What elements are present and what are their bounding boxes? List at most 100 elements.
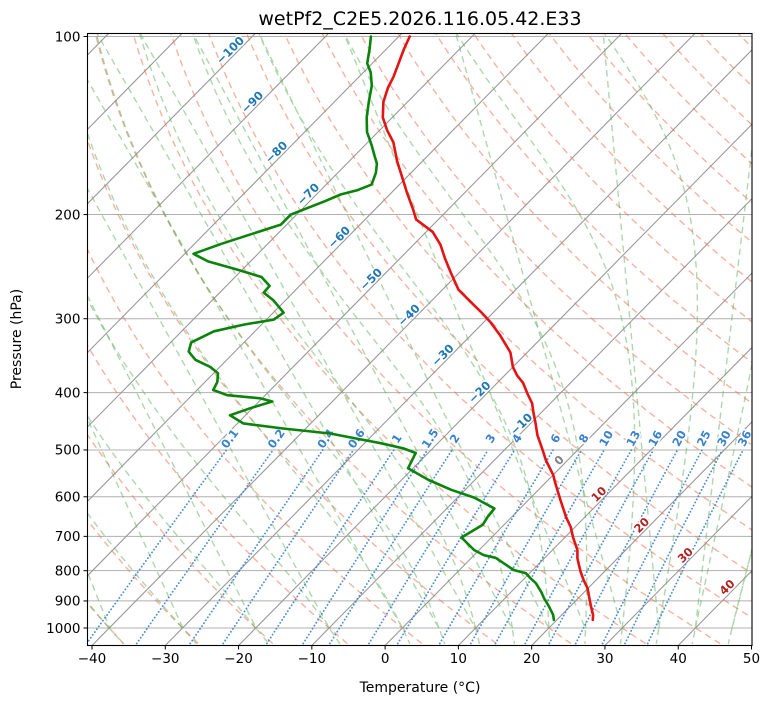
- dry-adiabat-line: [771, 29, 775, 644]
- plot-content: −100−90−80−70−60−50−40−30−20−10010203040…: [87, 29, 775, 646]
- x-tick-label: −30: [151, 651, 180, 667]
- dry-adiabat-line: [548, 33, 752, 244]
- dry-adiabat-line: [132, 33, 646, 645]
- moist-adiabat-line: [87, 294, 270, 645]
- mixing-ratio-label: 16: [645, 428, 665, 449]
- page-title: wetPf2_C2E5.2026.116.05.42.E33: [258, 8, 582, 30]
- moist-adiabat-line: [602, 33, 699, 645]
- isotherm-label: −80: [262, 138, 290, 166]
- isotherm-line: [87, 33, 329, 279]
- mixing-ratio-line: [329, 449, 453, 645]
- y-tick-label: 800: [55, 563, 81, 579]
- mixing-ratio-label: 0.4: [314, 426, 337, 451]
- y-tick-label: 500: [55, 443, 81, 459]
- moist-adiabat-line: [454, 33, 636, 644]
- isotherm-label: −60: [325, 223, 353, 251]
- mixing-ratio-line: [368, 449, 489, 645]
- moist-adiabat-line: [343, 33, 588, 644]
- isotherm-label: −30: [429, 341, 457, 369]
- mixing-ratio-line: [438, 449, 555, 645]
- mixing-ratio-label: 20: [669, 428, 689, 449]
- dry-adiabat-line: [87, 344, 348, 645]
- dry-adiabat-line: [624, 33, 752, 165]
- moist-adiabat-line: [138, 33, 481, 645]
- mixing-ratio-label: 3: [482, 431, 498, 445]
- x-tick-label: 40: [670, 651, 687, 667]
- isotherm-line: [531, 421, 752, 646]
- temperature-curve: [381, 35, 595, 622]
- mixing-ratio-label: 8: [576, 431, 592, 445]
- mixing-ratio-line: [548, 449, 655, 645]
- moist-adiabat-line: [765, 31, 775, 644]
- dry-adiabat-line: [699, 33, 752, 88]
- isotherm-line: [311, 197, 752, 646]
- mixing-ratio-line: [266, 449, 395, 645]
- dry-adiabat-line: [359, 33, 752, 446]
- isotherm-line: [238, 123, 752, 646]
- isotherm-label: 40: [716, 577, 737, 598]
- isotherm-label: −40: [395, 301, 423, 329]
- y-tick-label: 400: [55, 385, 81, 401]
- dry-adiabat-line: [434, 33, 752, 364]
- isotherm-line: [87, 33, 256, 205]
- mixing-ratio-label: 0.1: [218, 426, 241, 451]
- dry-adiabat-line: [170, 33, 721, 645]
- y-tick-label: 900: [55, 594, 81, 610]
- dry-adiabat-line: [245, 33, 752, 575]
- x-tick-label: 0: [381, 651, 390, 667]
- isotherm-label: 30: [675, 545, 696, 566]
- y-tick-label: 200: [55, 207, 81, 223]
- y-tick-label: 600: [55, 490, 81, 506]
- isotherm-line: [457, 346, 752, 646]
- dry-adiabat-line: [586, 33, 752, 204]
- mixing-ratio-label: 25: [694, 428, 714, 449]
- plot-border: [86, 32, 753, 647]
- moist-adiabat-line: [727, 546, 752, 645]
- isotherm-line: [87, 33, 476, 428]
- y-axis-label: Pressure (hPa): [9, 288, 25, 390]
- y-tick-label: 100: [55, 29, 81, 45]
- mixing-ratio-label: 2: [447, 431, 463, 445]
- isotherm-label: −20: [465, 378, 493, 406]
- dry-adiabat-line: [87, 247, 423, 645]
- dewpoint-curve: [187, 35, 556, 622]
- x-axis-label: Temperature (°C): [359, 680, 481, 696]
- isotherm-label: −100: [213, 33, 247, 67]
- isotherm-label: 10: [588, 484, 609, 505]
- mixing-ratio-line: [574, 449, 679, 645]
- mixing-ratio-line: [396, 449, 516, 645]
- dry-adiabat-line: [510, 33, 752, 283]
- mixing-ratio-line: [135, 449, 274, 645]
- mixing-ratio-line: [601, 449, 703, 645]
- isotherm-line: [87, 33, 622, 577]
- mixing-ratio-line: [189, 449, 324, 645]
- isotherm-label: 0: [551, 452, 567, 468]
- x-tick-label: −40: [78, 651, 107, 667]
- x-tick-label: 20: [523, 651, 540, 667]
- moist-adiabat-line: [87, 78, 411, 645]
- moist-adiabat-line: [87, 417, 198, 645]
- mixing-ratio-label: 6: [547, 431, 563, 445]
- x-tick-label: 50: [743, 651, 760, 667]
- dry-adiabat-line: [321, 33, 752, 488]
- moist-adiabat-line: [691, 142, 752, 645]
- mixing-ratio-label: 1.5: [419, 426, 442, 451]
- moist-adiabat-line: [95, 33, 446, 645]
- dry-adiabat-line: [87, 433, 274, 645]
- y-tick-label: 1000: [46, 621, 80, 637]
- isotherm-line: [164, 49, 752, 646]
- mixing-ratio-label: 0.2: [265, 426, 288, 451]
- dry-adiabat-line: [208, 33, 752, 619]
- x-tick-label: 10: [450, 651, 467, 667]
- mixing-ratio-line: [646, 449, 744, 645]
- x-tick-label: −10: [298, 651, 327, 667]
- isotherm-line: [87, 33, 403, 354]
- mixing-ratio-line: [87, 449, 228, 644]
- mixing-ratio-line: [302, 449, 429, 645]
- mixing-ratio-label: 10: [596, 428, 616, 449]
- x-tick-label: −20: [224, 651, 253, 667]
- dry-adiabat-line: [737, 33, 752, 49]
- isotherm-label: −50: [357, 265, 385, 293]
